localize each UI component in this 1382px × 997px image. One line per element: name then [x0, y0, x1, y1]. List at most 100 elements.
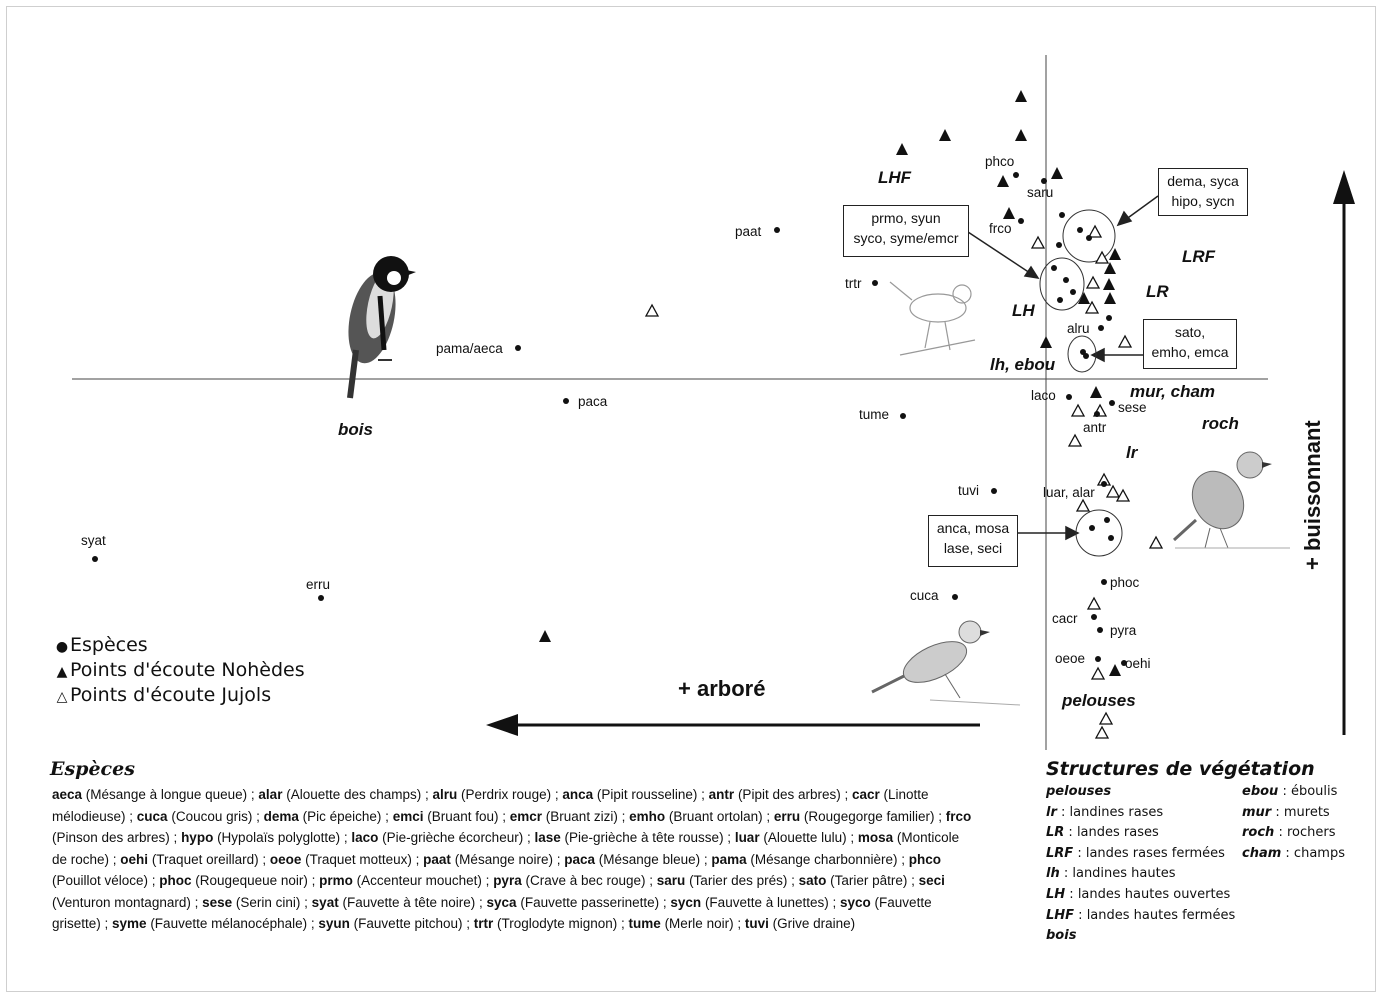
nohedes-point — [1015, 129, 1027, 141]
callout-dema-syca: dema, syca hipo, sycn — [1158, 168, 1248, 216]
species-common-name: (Coucou gris) ; — [167, 808, 264, 824]
wheatear-illustration — [871, 620, 1021, 706]
species-common-name: (Fauvette à tête noire) ; — [338, 894, 487, 910]
species-dot — [1066, 394, 1072, 400]
nohedes-point — [1078, 292, 1090, 304]
grouping-ellipses — [1039, 209, 1123, 557]
vegetation-entry: pelouses — [1046, 784, 1111, 799]
species-common-name: (Traquet motteux) ; — [301, 851, 424, 867]
vegetation-code: LHF — [1046, 907, 1075, 923]
species-dot — [1070, 289, 1076, 295]
species-common-name: (Bruant ortolan) ; — [665, 808, 774, 824]
species-code: dema — [263, 808, 299, 824]
species-dot — [1013, 172, 1019, 178]
species-code: aeca — [52, 787, 83, 802]
species-dot — [1077, 227, 1083, 233]
species-common-name: (Mésange noire) ; — [450, 851, 565, 867]
species-common-name: (Pie-grièche écorcheur) ; — [378, 830, 535, 845]
species-dot — [1063, 277, 1069, 283]
legend-label: Points d'écoute Nohèdes — [70, 659, 305, 681]
species-code: erru — [773, 808, 801, 824]
species-dot — [1101, 481, 1107, 487]
label-alru: alru — [1067, 321, 1090, 336]
nohedes-point — [939, 129, 951, 141]
vegetation-entry: lr : landines rases — [1046, 805, 1163, 820]
vegetation-code: pelouses — [1046, 784, 1112, 799]
vegetation-entry: lh : landines hautes — [1046, 866, 1176, 881]
label-saru: saru — [1027, 185, 1053, 200]
label-paat: paat — [735, 224, 762, 239]
species-common-name: (Fauvette passerinette) ; — [516, 894, 671, 910]
veg-label-bois: bois — [338, 420, 373, 439]
label-phco: phco — [985, 154, 1014, 169]
legend-label: Points d'écoute Jujols — [70, 684, 272, 706]
jujols-point — [1087, 224, 1103, 238]
species-code: sato — [798, 873, 827, 888]
label-pyra: pyra — [1110, 623, 1137, 638]
label-phoc: phoc — [1110, 575, 1140, 590]
figure-frame — [6, 6, 1376, 992]
species-common-name: (Pipit rousseline) ; — [593, 787, 709, 802]
veg-label-LH: LH — [1012, 301, 1035, 320]
jujols-point — [1084, 300, 1100, 314]
species-dot — [1098, 325, 1104, 331]
nohedes-point — [1109, 248, 1121, 260]
vegetation-code: LRF — [1046, 845, 1074, 861]
jujols-point — [1086, 596, 1102, 610]
species-code: luar — [734, 830, 760, 845]
species-common-name: (Fauvette mélanocéphale) ; — [146, 916, 319, 931]
species-code: emho — [629, 808, 666, 824]
species-list: aeca (Mésange à longue queue) ; alar (Al… — [52, 784, 977, 935]
species-dot — [1059, 212, 1065, 218]
jujols-point — [1070, 403, 1086, 417]
species-code: phco — [908, 851, 941, 867]
species-code: paca — [564, 851, 596, 867]
veg-label-LHF: LHF — [878, 168, 912, 187]
species-dot — [774, 227, 780, 233]
callout-line: anca, mosa — [936, 520, 1010, 536]
species-code: oeoe — [269, 851, 302, 867]
vegetation-entry: LRF : landes rases fermées — [1046, 846, 1225, 861]
nohedes-point — [1090, 386, 1102, 398]
jujols-point — [1115, 488, 1131, 502]
label-laco: laco — [1031, 388, 1056, 403]
label-tuvi: tuvi — [958, 483, 979, 498]
callout-arrows — [967, 195, 1159, 541]
species-code: lase — [534, 830, 561, 845]
vegetation-code: mur — [1242, 804, 1272, 820]
nohedes-point — [539, 630, 551, 642]
species-code: laco — [351, 830, 379, 845]
label-erru: erru — [306, 577, 330, 592]
vegetation-code: lr — [1046, 804, 1057, 820]
species-dot — [1104, 517, 1110, 523]
species-code: alar — [258, 787, 283, 802]
vegetation-section-title: Structures de végétation — [1046, 758, 1315, 780]
label-cacr: cacr — [1052, 611, 1078, 626]
veg-label-LRF: LRF — [1182, 247, 1216, 266]
species-common-name: (Alouette lulu) ; — [759, 830, 858, 845]
label-oehi: oehi — [1125, 656, 1151, 671]
callout-prmo-syun: prmo, syun syco, syme/emcr — [843, 205, 969, 257]
species-common-name: (Pic épeiche) ; — [298, 808, 393, 824]
species-section-title: Espèces — [50, 758, 135, 780]
species-common-name: (Grive draine) — [768, 916, 856, 931]
species-dot — [1083, 353, 1089, 359]
jujols-point — [1075, 498, 1091, 512]
species-dot — [1051, 265, 1057, 271]
species-common-name: (Pipit des arbres) ; — [734, 787, 852, 802]
callout-line: dema, syca — [1167, 173, 1239, 189]
nohedes-point — [1040, 336, 1052, 348]
species-dot — [1086, 235, 1092, 241]
species-dot — [952, 594, 958, 600]
species-points — [92, 172, 1127, 666]
species-dot — [1094, 411, 1100, 417]
vegetation-code: lh — [1046, 866, 1060, 882]
jujols-point — [1085, 275, 1101, 289]
jujols-point — [1148, 535, 1164, 549]
species-common-name: (Bruant zizi) ; — [542, 808, 630, 824]
nohedes-point — [997, 175, 1009, 187]
vegetation-desc: : champs — [1281, 845, 1345, 861]
species-common-name: (Mésange charbonnière) ; — [746, 851, 909, 867]
veg-label-pelouses: pelouses — [1061, 691, 1136, 710]
vegetation-entry: LH : landes hautes ouvertes — [1046, 887, 1230, 902]
